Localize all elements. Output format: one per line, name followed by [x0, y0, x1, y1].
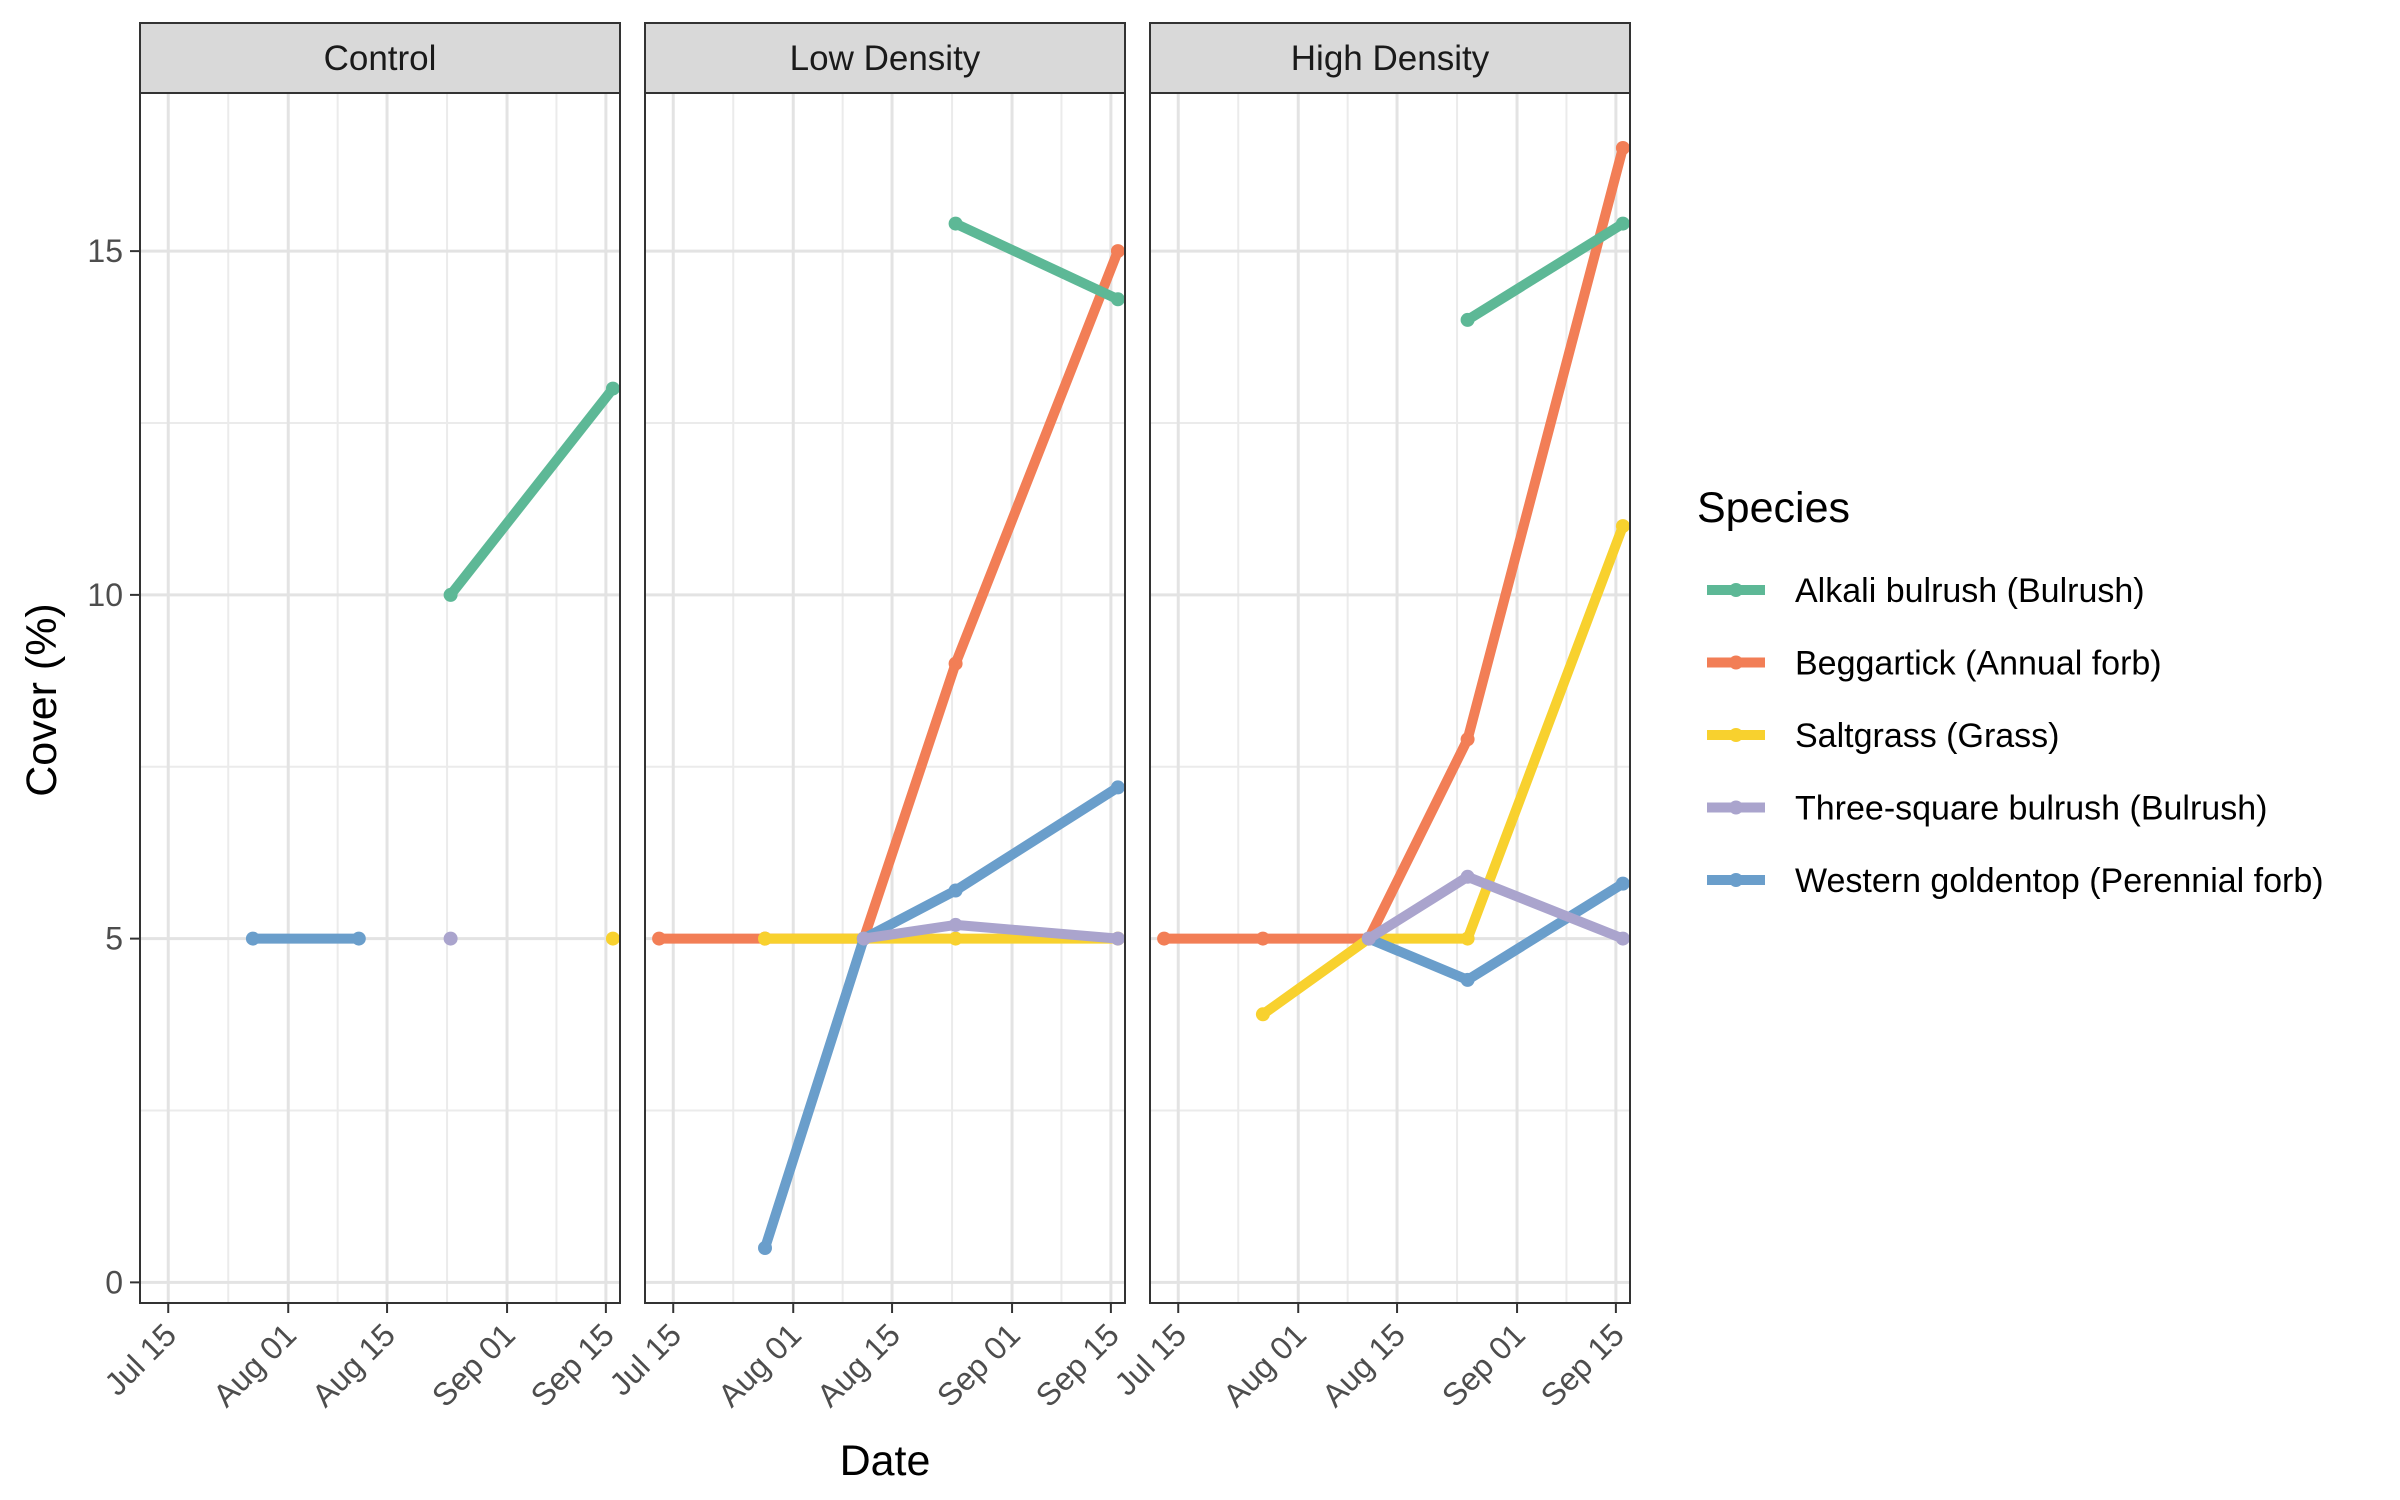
data-point — [1255, 931, 1270, 946]
x-tick-label: Sep 15 — [1029, 1316, 1126, 1413]
y-tick-label: 5 — [105, 921, 123, 957]
x-tick-label: Sep 01 — [1435, 1316, 1532, 1413]
x-tick-label: Sep 15 — [1534, 1316, 1631, 1413]
x-axis-title: Date — [840, 1437, 931, 1485]
data-point — [1460, 732, 1475, 747]
x-tick-label: Aug 01 — [206, 1316, 303, 1413]
data-point — [605, 931, 620, 946]
legend-key-point — [1729, 583, 1743, 597]
data-point — [1460, 312, 1475, 327]
legend-entry-label: Saltgrass (Grass) — [1795, 717, 2060, 755]
x-tick-label: Jul 15 — [602, 1316, 688, 1402]
series-line — [760, 783, 1121, 1250]
legend-entry-label: Three-square bulrush (Bulrush) — [1795, 790, 2267, 828]
legend-key-point — [1729, 728, 1743, 742]
data-point — [758, 1241, 772, 1255]
legend-entry-label: Western goldentop (Perennial forb) — [1795, 862, 2324, 900]
x-tick-label: Sep 01 — [425, 1316, 522, 1413]
data-point — [1615, 141, 1630, 155]
x-tick-label: Aug 01 — [1216, 1316, 1313, 1413]
x-tick-label: Aug 15 — [305, 1316, 402, 1413]
data-point — [1615, 519, 1630, 534]
facet-strip-label: Control — [324, 39, 437, 78]
panel-low-density: Low Density Jul 15 Aug 01 Aug 15 Sep 01 Sep 1… — [602, 22, 1126, 1414]
data-point — [1460, 972, 1475, 987]
data-point — [948, 883, 963, 898]
data-point — [948, 931, 963, 946]
legend-entry-label: Beggartick (Annual forb) — [1795, 645, 2162, 683]
panel-high-density: High Density Jul 15 Aug 01 Aug 15 Sep 01 Sep … — [1107, 22, 1631, 1414]
data-point — [652, 931, 667, 946]
x-tick-label: Sep 15 — [524, 1316, 621, 1413]
x-tick-label: Aug 15 — [1315, 1316, 1412, 1413]
data-point — [948, 917, 963, 932]
x-tick-label: Jul 15 — [97, 1316, 183, 1402]
series-line — [446, 385, 617, 598]
panel-background — [140, 93, 620, 1303]
legend: Species Alkali bulrush (Bulrush) Beggarti… — [1697, 484, 2324, 900]
facet-strip-label: Low Density — [790, 39, 981, 78]
data-point — [351, 931, 366, 946]
y-tick-label: 0 — [105, 1264, 123, 1300]
facet-strip-label: High Density — [1291, 39, 1490, 78]
series-line — [953, 219, 1121, 304]
data-point — [443, 931, 458, 946]
legend-key-point — [1729, 800, 1743, 815]
legend-key-point — [1729, 655, 1743, 670]
y-tick-label: 10 — [87, 577, 123, 613]
data-point — [1361, 931, 1376, 946]
legend-title: Species — [1697, 484, 1850, 532]
data-point — [1157, 931, 1172, 946]
data-point — [758, 931, 772, 946]
x-tick-label: Aug 01 — [711, 1316, 808, 1413]
data-point — [1615, 876, 1630, 891]
legend-key-point — [1729, 873, 1743, 887]
data-point — [1110, 931, 1125, 946]
y-axis: 0 5 10 15 — [87, 233, 140, 1300]
data-point — [1615, 216, 1630, 231]
data-point — [1110, 292, 1125, 307]
data-point — [1460, 931, 1475, 946]
series-line — [1464, 219, 1626, 325]
facet-strip — [644, 22, 1126, 94]
legend-entry-label: Alkali bulrush (Bulrush) — [1795, 572, 2145, 610]
data-point — [605, 381, 620, 396]
facet-strip — [139, 22, 621, 94]
panel-background — [1150, 93, 1630, 1303]
panel-control: Control Jul 15 Aug 01 Aug 15 Sep 01 Sep 15 — [97, 22, 621, 1414]
data-point — [1460, 869, 1475, 884]
x-tick-label: Aug 15 — [810, 1316, 907, 1413]
data-point — [1110, 244, 1125, 259]
x-tick-label: Sep 01 — [930, 1316, 1027, 1413]
data-point — [856, 931, 871, 946]
data-point — [245, 931, 260, 946]
panel-background — [645, 93, 1125, 1303]
data-point — [948, 656, 963, 671]
facet-strip — [1149, 22, 1631, 94]
y-tick-label: 15 — [87, 233, 123, 269]
y-axis-title: Cover (%) — [18, 603, 66, 797]
data-point — [1110, 780, 1125, 795]
data-point — [1255, 1007, 1270, 1022]
data-point — [1615, 931, 1630, 946]
x-tick-label: Jul 15 — [1107, 1316, 1193, 1402]
data-point — [443, 587, 458, 602]
series-line — [1259, 524, 1628, 1019]
data-point — [948, 216, 963, 231]
